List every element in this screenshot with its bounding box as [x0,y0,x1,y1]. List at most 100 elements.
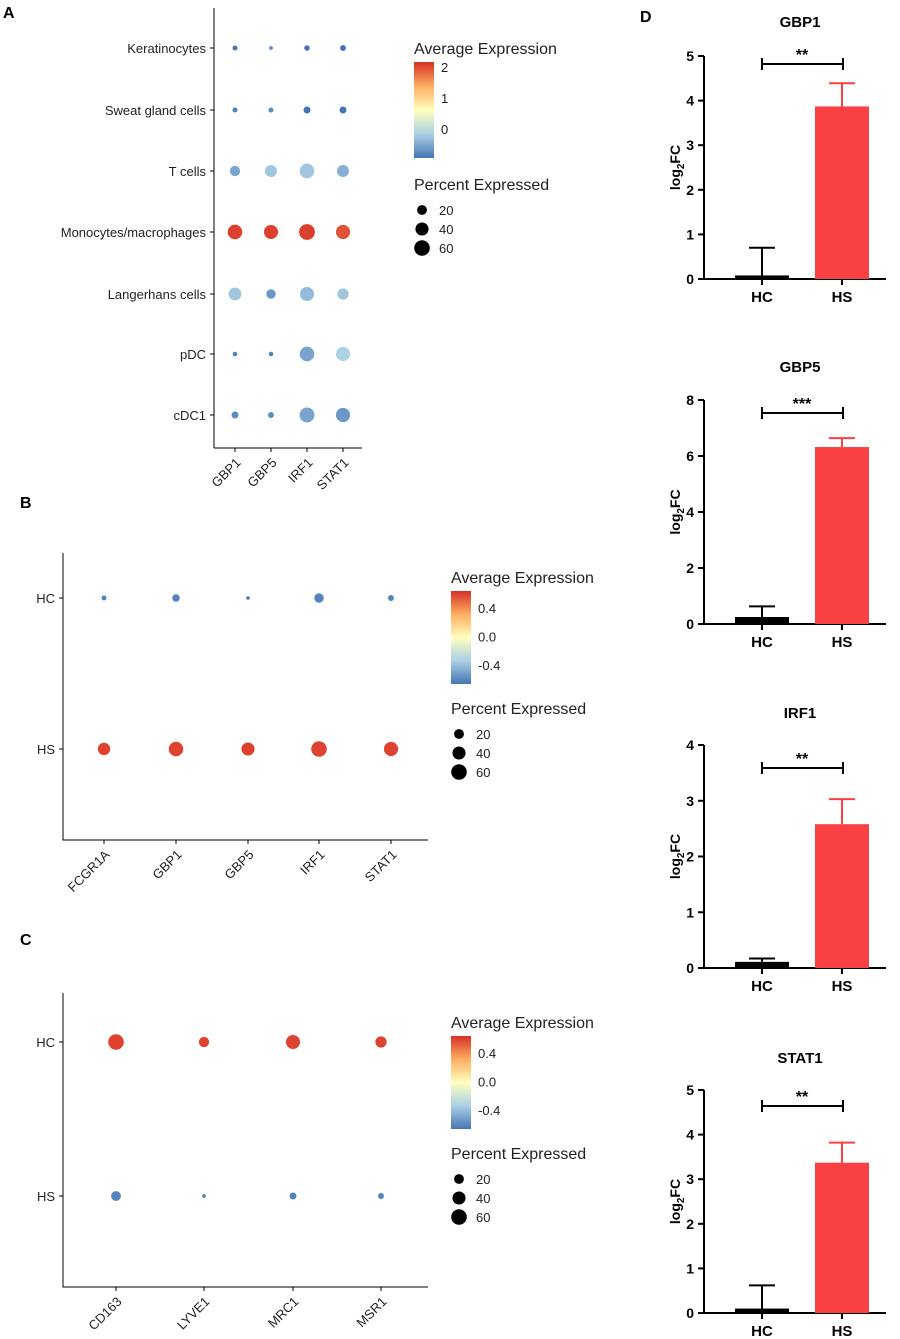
column-label-fcgr1a: FCGR1A [65,847,113,895]
row-label-pdc: pDC [180,347,206,362]
ylabel-tail: FC [667,145,683,164]
size-legend-dot-20 [417,205,427,215]
ylabel-tail: FC [667,489,683,508]
column-label-stat1: STAT1 [314,455,352,493]
column-label-msr1: MSR1 [353,1294,389,1330]
dot-hs-irf1 [311,741,327,757]
legend-color-title: Average Expression [451,1015,594,1032]
bar-y-axis-label: log2FC [667,145,687,190]
bar-hs [815,447,869,624]
size-legend-label-60: 60 [476,1210,490,1225]
dot-hs-mrc1 [289,1192,297,1200]
size-legend-dot-60 [414,240,430,256]
column-label-cd163: CD163 [85,1294,124,1333]
dot-hc-cd163 [108,1034,124,1050]
colorbar [414,62,434,158]
row-label-cdc1: cDC1 [173,408,206,423]
row-label-monocytes-macrophages: Monocytes/macrophages [61,225,207,240]
bar-title: GBP5 [780,359,821,376]
row-label-hs: HS [37,1189,55,1204]
dot-monocytes-macrophages-gbp5 [263,224,279,240]
dot-langerhans-cells-gbp1 [228,287,242,301]
size-legend-dot-20 [454,729,464,739]
bar-y-tick-label-2: 2 [686,849,694,865]
bar-title: IRF1 [784,705,817,722]
colorbar-label-0-4: -0.4 [478,1103,500,1118]
panel-label-d: D [640,9,652,26]
size-legend-dot-60 [451,1209,467,1225]
legend-color-title: Average Expression [451,570,594,587]
bar-y-tick-label-4: 4 [686,1127,694,1143]
dot-sweat-gland-cells-gbp5 [268,107,274,113]
dotplot-a: Keratinocytes Sweat gland cells T cells Mon… [61,8,557,493]
bar-y-tick-label-0: 0 [686,271,694,287]
row-label-hc: HC [36,1035,55,1050]
size-legend-label-60: 60 [439,241,453,256]
ylabel-base: log [667,1203,683,1224]
row-label-langerhans-cells: Langerhans cells [108,287,207,302]
dot-hs-stat1 [383,741,399,757]
bar-y-tick-label-0: 0 [686,616,694,632]
bar-y-axis-label: log2FC [667,489,687,534]
panel-label-a: A [3,5,15,22]
ylabel-base: log [667,858,683,879]
dot-cdc1-gbp1 [231,411,239,419]
bar-hc [735,961,789,968]
bar-hc [735,1308,789,1313]
dot-hs-cd163 [111,1191,121,1201]
panel-label-c: C [20,932,32,949]
colorbar-label-0-4: 0.4 [478,601,496,616]
column-label-gbp1: GBP1 [149,847,184,882]
size-legend-dot-40 [415,222,429,236]
column-label-stat1: STAT1 [362,847,400,885]
bar-y-tick-label-5: 5 [686,1082,694,1098]
dot-langerhans-cells-stat1 [337,288,349,300]
bar-y-tick-label-4: 4 [686,737,694,753]
row-label-keratinocytes: Keratinocytes [127,41,206,56]
dot-sweat-gland-cells-irf1 [303,106,311,114]
colorbar-label-0-4: -0.4 [478,658,500,673]
dot-keratinocytes-irf1 [304,45,310,51]
bar-hs [815,824,869,968]
bar-title: STAT1 [777,1050,822,1067]
dot-hc-lyve1 [198,1036,210,1048]
size-legend-label-40: 40 [476,1191,490,1206]
size-legend-label-20: 20 [439,203,453,218]
legend-color-title: Average Expression [414,41,557,58]
ylabel-subscript: 2 [676,1197,687,1203]
ylabel-tail: FC [667,1179,683,1198]
size-legend-label-40: 40 [476,746,490,761]
colorbar-label-2: 2 [441,60,448,75]
significance-stars: *** [793,396,812,413]
ylabel-subscript: 2 [676,852,687,858]
column-label-gbp1: GBP1 [208,455,243,490]
colorbar-label-0-4: 0.4 [478,1046,496,1061]
bar-category-hc: HC [751,289,773,306]
dot-hc-stat1 [388,595,394,601]
dot-t-cells-gbp1 [229,165,241,177]
dot-pdc-irf1 [299,346,315,362]
dot-sweat-gland-cells-gbp1 [232,107,238,113]
ylabel-tail: FC [667,834,683,853]
dot-cdc1-irf1 [299,407,315,423]
dot-hc-gbp1 [172,594,180,602]
column-label-gbp5: GBP5 [221,847,256,882]
bar-category-hs: HS [832,289,853,306]
bar-y-tick-label-4: 4 [686,93,694,109]
bar-category-hc: HC [751,978,773,995]
size-legend-dot-20 [454,1174,464,1184]
bar-y-axis-label: log2FC [667,834,687,879]
colorbar-label-0-0: 0.0 [478,1075,496,1090]
dot-hs-fcgr1a [97,742,111,756]
dot-hs-lyve1 [202,1194,206,1198]
dot-sweat-gland-cells-stat1 [339,106,347,114]
dotplot-c: HC HS CD163 LYVE1 MRC1 MSR1 Average Expression… [36,993,594,1333]
size-legend-dot-40 [452,746,466,760]
dot-t-cells-stat1 [337,165,349,177]
column-label-gbp5: GBP5 [244,455,279,490]
dot-cdc1-stat1 [335,407,351,423]
ylabel-base: log [667,169,683,190]
